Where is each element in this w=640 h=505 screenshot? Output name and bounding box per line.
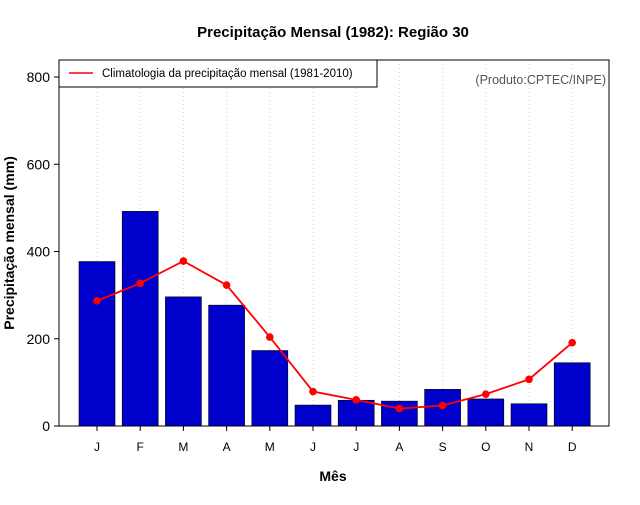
x-tick-label: M [178,440,188,454]
climatology-point-6 [309,387,317,396]
x-axis-label: Mês [319,468,346,484]
bar-D-12 [553,362,591,427]
bar-O-10 [467,398,505,427]
bar-J-1 [78,261,116,427]
x-tick-label: J [94,440,100,454]
climatology-point-5 [266,333,274,341]
y-tick-label: 200 [27,331,51,347]
climatology-point-7 [352,396,361,404]
climatology-point-11 [525,375,533,384]
climatology-point-8 [395,404,404,413]
x-tick-label: A [395,440,403,454]
climatology-line [96,260,573,410]
climatology-point-9 [438,401,447,410]
x-tick-label: D [568,440,577,454]
climatology-point-2 [136,279,144,288]
bar-A-4 [208,304,245,427]
x-tick-label: S [439,440,447,454]
legend-label: Climatologia da precipitação mensal (198… [102,68,353,80]
climatology-point-3 [179,257,188,265]
axis-layer: 0 200 400 600 800 J F M A M J J A S O N D [27,69,577,454]
climatology-line-layer [93,257,576,413]
legend-box [58,59,378,88]
x-tick-label: A [223,440,231,454]
product-credit-annotation: (Produto:CPTEC/INPE) [475,73,606,87]
climatology-point-10 [482,390,490,398]
y-tick-label: 600 [27,156,51,172]
climatology-point-4 [222,281,231,289]
x-tick-label: J [310,440,316,454]
x-tick-label: M [265,440,275,454]
bar-M-5 [251,350,289,427]
y-tick-label: 0 [42,418,50,434]
chart-title: Precipitação Mensal (1982): Região 30 [197,24,469,41]
bar-F-2 [121,211,159,427]
climatology-point-1 [93,296,101,305]
bar-J-6 [294,404,332,427]
x-tick-label: J [353,440,359,454]
climatology-point-12 [568,338,576,347]
x-tick-label: F [137,440,144,454]
y-tick-label: 800 [27,69,51,85]
bar-N-11 [510,403,548,427]
y-tick-label: 400 [27,244,51,260]
y-axis-label: Precipitação mensal (mm) [1,156,17,330]
x-tick-label: O [481,440,490,454]
x-tick-label: N [525,440,534,454]
bar-layer [78,211,591,427]
bar-J-7 [337,399,375,427]
bar-M-3 [165,296,202,427]
legend: Climatologia da precipitação mensal (198… [58,59,378,88]
